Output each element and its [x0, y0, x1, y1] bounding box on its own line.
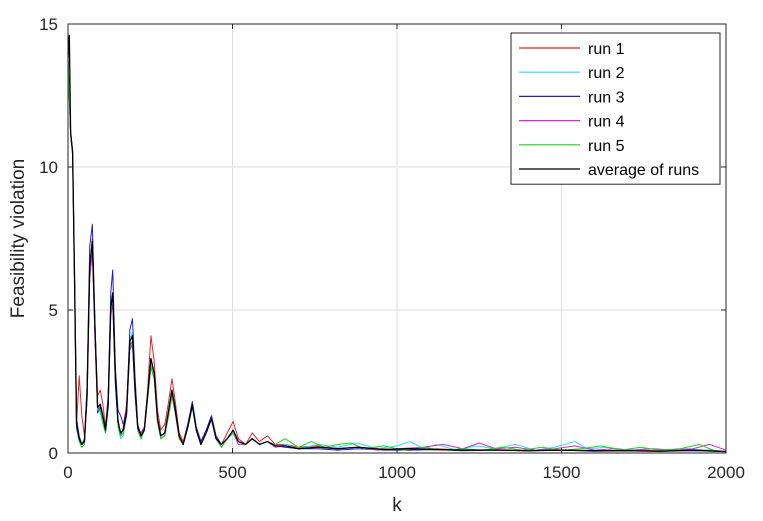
legend-label-1: run 1	[588, 41, 625, 58]
legend-label-5: run 5	[588, 138, 625, 155]
y-tick-label: 10	[39, 158, 58, 177]
series-line-6	[67, 34, 727, 453]
legend-box	[510, 32, 721, 185]
tick-labels: 0 500 1000 1500 2000 0 5 10 15	[39, 15, 745, 482]
y-tick-label: 15	[39, 15, 58, 34]
y-axis-label: Feasibility violation	[8, 159, 29, 318]
legend: run 1 run 2 run 3 run 4 run 5 average of runs	[510, 32, 721, 185]
x-axis-label: k	[392, 495, 402, 516]
x-tick-label: 1000	[378, 463, 416, 482]
y-tick-label: 0	[49, 444, 58, 463]
y-tick-label: 5	[49, 301, 58, 320]
x-tick-label: 0	[63, 463, 72, 482]
x-tick-label: 1500	[543, 463, 581, 482]
legend-label-2: run 2	[588, 65, 625, 82]
legend-label-3: run 3	[588, 89, 625, 106]
legend-label-4: run 4	[588, 114, 625, 131]
x-tick-label: 2000	[707, 463, 745, 482]
x-tick-label: 500	[218, 463, 246, 482]
series-lines	[67, 34, 727, 453]
legend-label-6: average of runs	[588, 162, 699, 179]
